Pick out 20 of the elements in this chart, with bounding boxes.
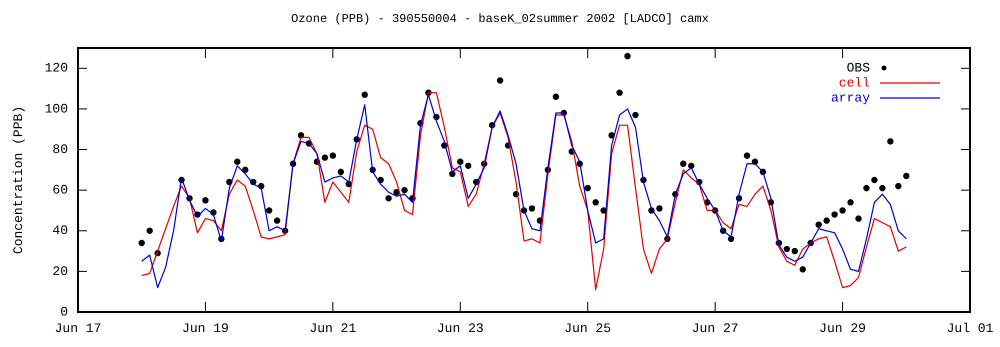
y-tick-label: 40 xyxy=(52,223,68,238)
x-tick-label: Jul 01 xyxy=(946,321,994,336)
x-tick-label: Jun 21 xyxy=(309,321,356,336)
legend-label: array xyxy=(830,90,870,106)
x-tick-label: Jun 29 xyxy=(819,321,866,336)
x-tick-label: Jun 17 xyxy=(54,321,102,336)
x-tick-label: Jun 19 xyxy=(182,321,229,336)
y-tick-label: 80 xyxy=(52,142,68,157)
x-tick-label: Jun 25 xyxy=(564,321,612,336)
y-tick-label: 20 xyxy=(52,264,68,279)
y-tick-label: 100 xyxy=(44,101,68,116)
legend-label: cell xyxy=(838,75,870,90)
legend-label: OBS xyxy=(846,60,870,76)
y-tick-label: 0 xyxy=(60,304,68,320)
y-tick-label: 120 xyxy=(44,60,68,76)
chart-title: Ozone (PPB) - 390550004 - baseK_02summer 2002 [LADCO] camx xyxy=(291,12,709,26)
y-tick-label: 60 xyxy=(52,182,68,198)
x-tick-label: Jun 23 xyxy=(436,321,484,336)
y-axis-title: Concentration (PPB) xyxy=(11,106,26,254)
x-tick-label: Jun 27 xyxy=(692,321,739,336)
